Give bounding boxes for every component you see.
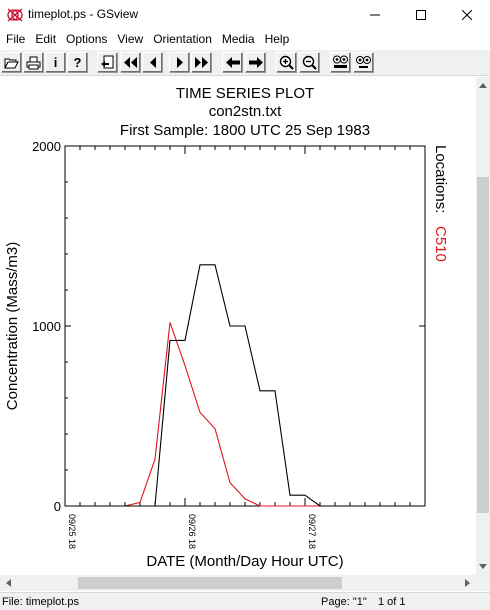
text-search-next-icon[interactable] (353, 52, 374, 73)
status-file-name: File: timeplot.ps (2, 596, 80, 608)
menu-options[interactable]: Options (66, 32, 108, 46)
y-tick-label: 2000 (32, 139, 61, 154)
menu-help[interactable]: Help (264, 32, 290, 46)
info-icon[interactable]: i (45, 52, 66, 73)
vertical-scroll-thumb[interactable] (477, 177, 489, 513)
y-tick-label: 1000 (32, 319, 61, 334)
status-page-label: Page: "1" (321, 596, 367, 608)
chart-title: TIME SERIES PLOT (176, 85, 314, 102)
scroll-down-arrow-icon[interactable] (476, 558, 490, 575)
series-line (65, 264, 425, 507)
prev-page-icon[interactable] (142, 52, 163, 73)
scroll-up-arrow-icon[interactable] (476, 77, 490, 94)
status-page-count: 1 of 1 (378, 596, 406, 608)
menu-edit[interactable]: Edit (35, 32, 57, 46)
title-bar: timeplot.ps - GSview (0, 0, 490, 30)
menu-view[interactable]: View (117, 32, 144, 46)
zoom-in-icon[interactable] (276, 52, 297, 73)
maximize-button[interactable] (398, 0, 444, 30)
text-search-icon[interactable] (330, 52, 351, 73)
horizontal-scrollbar[interactable] (0, 575, 476, 591)
y-axis-label: Concentration (Mass/m3) (4, 242, 21, 410)
help-icon[interactable]: ? (67, 52, 88, 73)
time-series-chart: TIME SERIES PLOT con2stn.txt First Sampl… (4, 85, 449, 570)
horizontal-scroll-thumb[interactable] (78, 577, 342, 589)
scroll-left-arrow-icon[interactable] (0, 575, 17, 591)
vertical-scrollbar[interactable] (476, 77, 490, 575)
document-viewport[interactable]: TIME SERIES PLOT con2stn.txt First Sampl… (0, 77, 476, 575)
gsview-logo-icon[interactable] (7, 7, 23, 23)
x-tick-label: 09/25 18 (67, 514, 77, 549)
legend-series-c510: C510 (432, 226, 449, 262)
last-page-icon[interactable] (191, 52, 212, 73)
menu-media[interactable]: Media (221, 32, 255, 46)
window-title: timeplot.ps - GSview (28, 7, 139, 21)
menu-orientation[interactable]: Orientation (153, 32, 212, 46)
y-tick-label: 0 (54, 499, 61, 514)
back-icon[interactable] (222, 52, 243, 73)
series-line (65, 322, 425, 507)
chart-subtitle-file: con2stn.txt (209, 103, 282, 120)
next-page-icon[interactable] (169, 52, 190, 73)
menu-file[interactable]: File (6, 32, 26, 46)
status-bar: File: timeplot.ps Page: "1" 1 of 1 (0, 592, 490, 610)
x-tick-label: 09/27 18 (307, 514, 317, 549)
x-axis-label: DATE (Month/Day Hour UTC) (146, 553, 343, 570)
toolbar: i ? (0, 50, 490, 76)
menu-bar: File Edit Options View Orientation Media… (0, 30, 490, 49)
x-tick-label: 09/26 18 (187, 514, 197, 549)
zoom-out-icon[interactable] (299, 52, 320, 73)
open-icon[interactable] (1, 52, 22, 73)
minimize-button[interactable] (352, 0, 398, 30)
print-icon[interactable] (23, 52, 44, 73)
first-page-icon[interactable] (120, 52, 141, 73)
scroll-right-arrow-icon[interactable] (459, 575, 476, 591)
close-button[interactable] (444, 0, 490, 30)
goto-page-icon[interactable] (97, 52, 118, 73)
legend-title: Locations: (432, 145, 449, 213)
forward-icon[interactable] (245, 52, 266, 73)
scrollbar-corner (476, 575, 490, 591)
chart-subtitle-sample: First Sample: 1800 UTC 25 Sep 1983 (120, 122, 370, 139)
